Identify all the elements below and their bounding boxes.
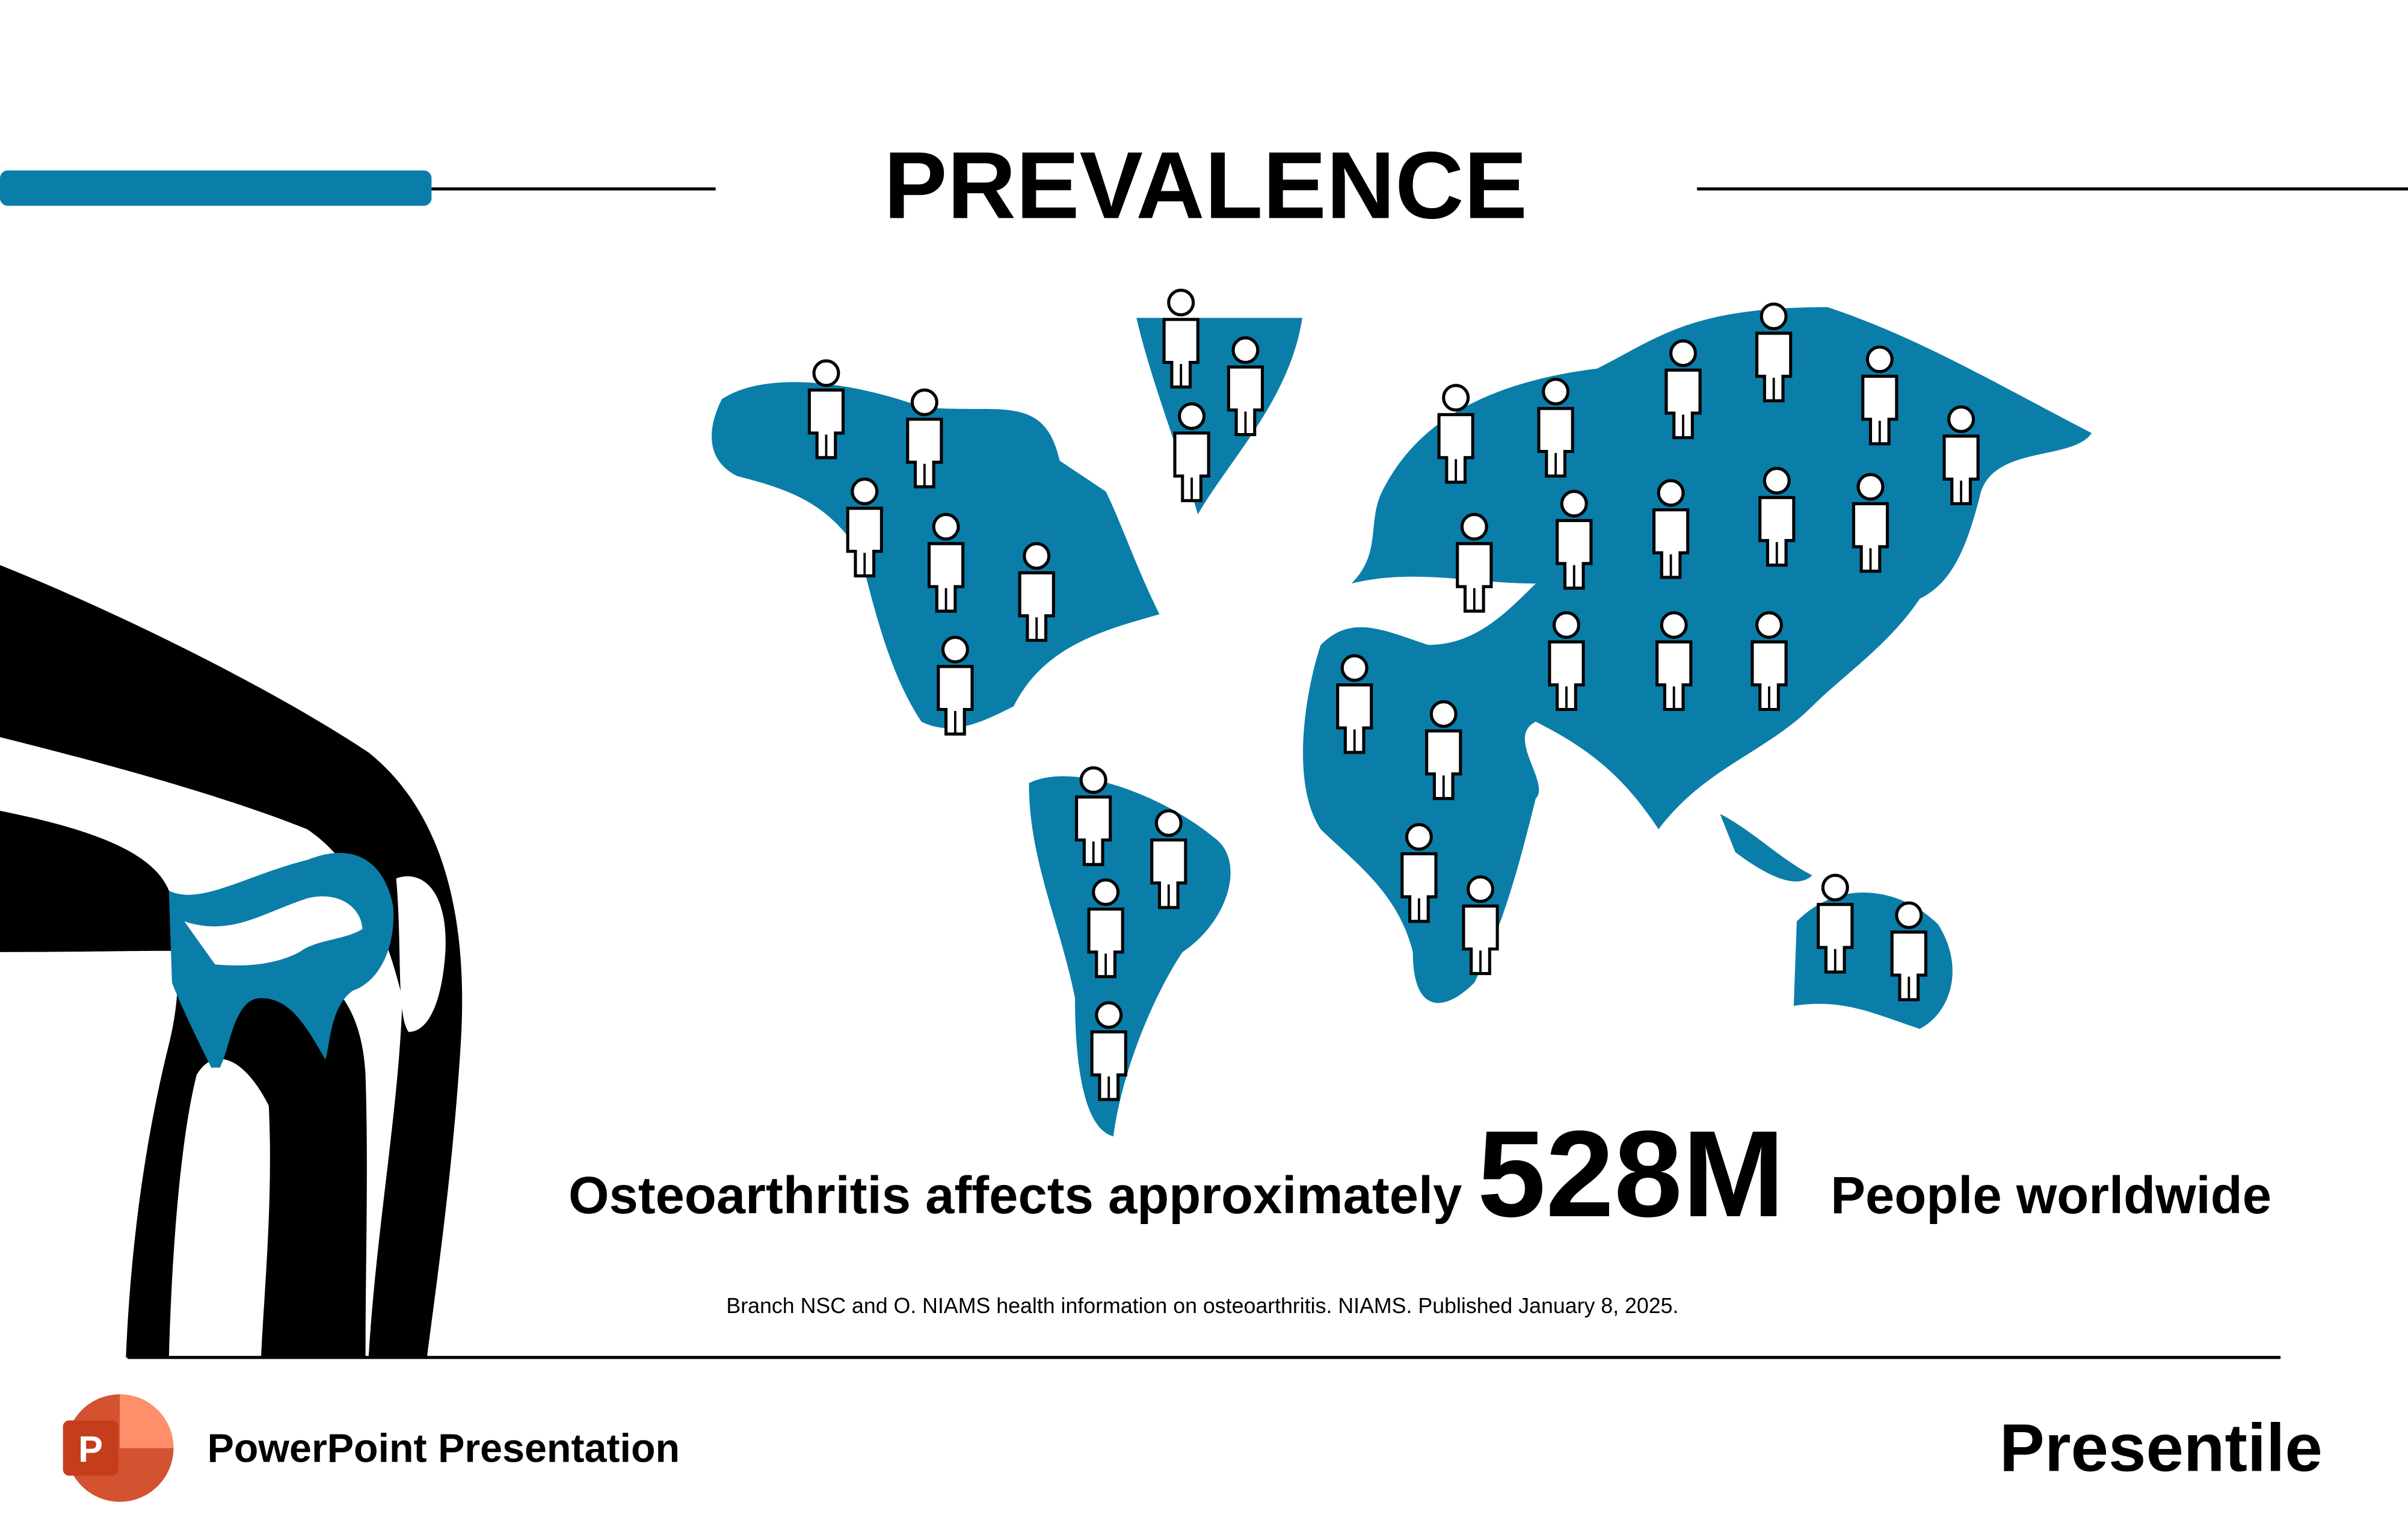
person-icon bbox=[1664, 339, 1702, 440]
brand-logo: Presentile bbox=[2000, 1410, 2323, 1486]
person-icon bbox=[1150, 809, 1187, 909]
app-icon-letter: P bbox=[78, 1429, 103, 1469]
person-icon bbox=[1861, 345, 1898, 446]
app-icon bbox=[120, 1394, 174, 1448]
person-icon bbox=[1751, 611, 1788, 712]
person-icon bbox=[1462, 875, 1499, 976]
person-icon bbox=[1655, 611, 1693, 712]
person-icon bbox=[1437, 384, 1474, 484]
person-icon bbox=[1173, 402, 1210, 502]
person-icon bbox=[1817, 873, 1854, 974]
person-icon bbox=[807, 359, 845, 460]
person-icon bbox=[1425, 700, 1462, 801]
citation: Branch NSC and O. NIAMS health informati… bbox=[726, 1294, 1678, 1318]
person-icon bbox=[1400, 823, 1438, 923]
person-icon bbox=[1087, 878, 1124, 979]
statement-tail: People worldwide bbox=[1831, 1166, 2271, 1225]
person-icon bbox=[846, 478, 883, 577]
person-icon bbox=[1162, 288, 1199, 389]
person-icon bbox=[1890, 901, 1927, 1001]
accent-bar bbox=[0, 170, 432, 206]
statement-figure: 528M bbox=[1477, 1106, 1785, 1243]
person-icon bbox=[1548, 611, 1585, 712]
person-icon bbox=[1537, 378, 1574, 478]
person-icon bbox=[1652, 479, 1690, 579]
app-icon bbox=[63, 1420, 119, 1476]
person-icon bbox=[1456, 512, 1493, 613]
person-icon bbox=[1075, 766, 1112, 866]
person-icon bbox=[906, 388, 943, 488]
title: PREVALENCE bbox=[884, 132, 1527, 239]
person-icon bbox=[1758, 467, 1796, 567]
statement-lead: Osteoarthritis affects approximately bbox=[568, 1166, 1462, 1225]
person-icon bbox=[1018, 542, 1055, 642]
world-map bbox=[712, 288, 2092, 1137]
person-icon bbox=[1755, 302, 1793, 402]
footer-label: PowerPoint Presentation bbox=[208, 1426, 680, 1471]
person-icon bbox=[927, 512, 965, 613]
person-icon bbox=[1336, 654, 1373, 754]
person-icon bbox=[1090, 1001, 1127, 1101]
person-icon bbox=[1556, 490, 1593, 590]
person-icon bbox=[1852, 473, 1889, 573]
knee-illustration bbox=[0, 565, 463, 1358]
person-icon bbox=[1227, 336, 1264, 437]
person-icon bbox=[1942, 405, 1980, 505]
person-icon bbox=[937, 635, 974, 736]
